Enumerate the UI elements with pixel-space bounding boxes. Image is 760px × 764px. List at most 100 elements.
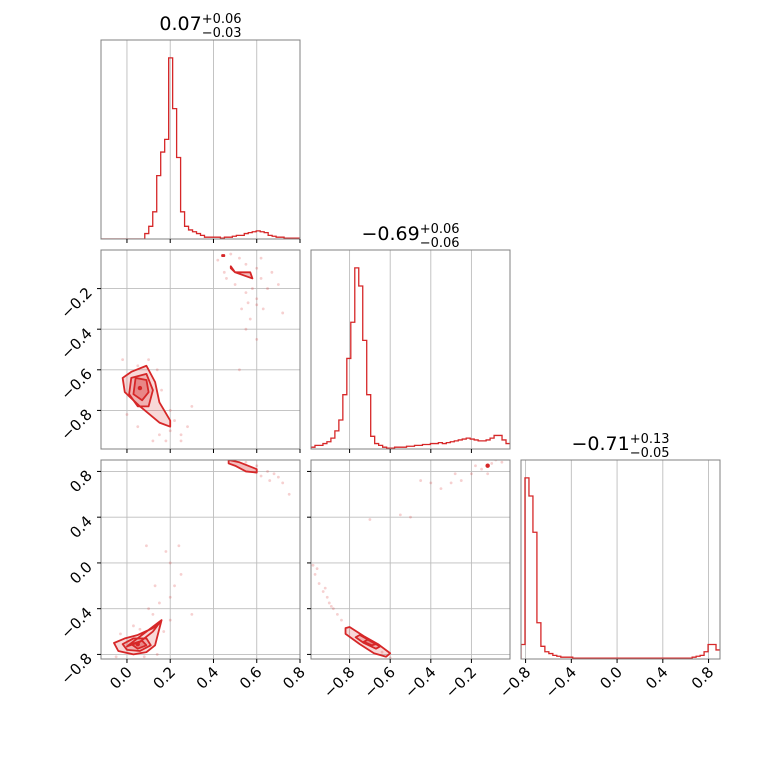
axes-frame-pair-0 — [100, 249, 301, 450]
contour-0-4 — [221, 254, 226, 257]
density-peak-0 — [137, 385, 143, 391]
sample-point-1-10 — [151, 612, 155, 616]
sample-point-1-19 — [281, 481, 285, 485]
sample-point-1-8 — [153, 584, 157, 588]
y-tick-label-1-0: −0.8 — [57, 406, 95, 444]
sample-point-2-24 — [474, 464, 477, 468]
y-tick-label-2-0: −0.8 — [57, 650, 95, 688]
sample-point-2-2 — [317, 582, 321, 585]
sample-point-0-6 — [244, 291, 248, 295]
title-minus-1: −0.06 — [420, 236, 460, 251]
sample-point-0-13 — [233, 283, 237, 286]
title-minus-0: −0.03 — [202, 26, 242, 41]
sample-point-2-17 — [500, 460, 504, 464]
x-tick-label-1-2: −0.4 — [401, 663, 439, 701]
sample-point-1-7 — [177, 544, 181, 548]
panel-data-2 — [311, 460, 504, 659]
sample-point-1-23 — [238, 456, 241, 459]
sample-point-0-3 — [255, 266, 259, 270]
sample-point-0-22 — [270, 270, 274, 274]
sample-point-2-26 — [388, 656, 392, 659]
sample-point-1-21 — [287, 492, 291, 496]
sample-point-0-40 — [160, 388, 163, 392]
sample-point-2-19 — [429, 481, 433, 485]
sample-point-0-7 — [255, 297, 259, 301]
diagonal-title-0: 0.07+0.06 −0.03 — [159, 12, 241, 41]
axes-frame-diag-0 — [100, 39, 301, 240]
contour-1-3 — [227, 460, 258, 474]
histogram-2 — [521, 477, 720, 659]
sample-point-1-20 — [272, 472, 276, 476]
axes-frame-pair-1 — [100, 459, 301, 660]
title-value-1: −0.69 — [361, 223, 419, 245]
sample-point-0-37 — [151, 439, 155, 443]
density-peak-2 — [485, 463, 490, 468]
y-tick-label-1-1: −0.6 — [57, 365, 95, 403]
sample-point-0-21 — [246, 301, 250, 305]
y-tick-label-2-2: 0.0 — [66, 558, 96, 588]
sample-point-1-24 — [259, 474, 263, 478]
sample-point-0-16 — [244, 327, 248, 331]
histogram-1 — [311, 267, 510, 449]
title-plus-0: +0.06 — [202, 12, 242, 27]
sample-point-1-11 — [138, 627, 142, 631]
contour-2-2 — [362, 638, 377, 647]
sample-point-1-16 — [255, 464, 259, 468]
sample-point-2-6 — [331, 607, 335, 611]
sample-point-1-25 — [268, 479, 272, 482]
sample-point-0-2 — [244, 262, 248, 266]
sample-point-1-27 — [142, 655, 146, 659]
sample-point-0-35 — [190, 404, 194, 408]
sample-point-2-4 — [325, 595, 329, 599]
sample-point-0-17 — [238, 368, 241, 372]
sample-point-1-14 — [162, 630, 166, 633]
sample-point-2-18 — [439, 487, 443, 490]
sample-point-0-27 — [164, 439, 168, 443]
sample-point-1-26 — [168, 618, 172, 622]
sample-point-2-14 — [470, 472, 473, 476]
x-tick-label-2-3: 0.4 — [642, 663, 672, 693]
y-tick-label-2-1: −0.4 — [57, 604, 95, 642]
sample-point-2-12 — [449, 481, 453, 485]
sample-point-0-10 — [240, 307, 243, 311]
sample-point-1-3 — [173, 584, 176, 588]
sample-point-2-27 — [380, 650, 384, 654]
sample-point-0-20 — [225, 277, 228, 280]
sample-point-2-7 — [335, 612, 339, 616]
sample-point-0-30 — [186, 425, 189, 429]
sample-point-0-31 — [121, 358, 125, 362]
x-tick-label-0-3: 0.6 — [236, 663, 266, 693]
sample-point-2-16 — [490, 462, 494, 465]
sample-point-0-38 — [136, 364, 140, 368]
sample-point-1-2 — [168, 595, 172, 599]
title-minus-2: −0.05 — [630, 446, 670, 461]
sample-point-2-22 — [398, 513, 402, 517]
sample-point-0-39 — [155, 368, 159, 372]
x-tick-label-2-1: −0.4 — [542, 663, 580, 701]
diagonal-title-1: −0.69+0.06 −0.06 — [361, 222, 459, 251]
contour-2-0 — [344, 626, 392, 658]
sample-point-2-11 — [329, 604, 333, 608]
histogram-0 — [101, 57, 300, 239]
sample-point-2-13 — [459, 479, 463, 482]
sample-point-2-15 — [480, 467, 483, 471]
sample-point-1-18 — [276, 475, 280, 479]
text-layer: 0.07+0.06 −0.03−0.69+0.06 −0.06−0.71+0.13−… — [57, 12, 717, 702]
sample-point-1-6 — [164, 550, 168, 553]
panel-data-1 — [113, 456, 291, 659]
sample-point-2-9 — [323, 586, 327, 590]
sample-point-0-19 — [281, 311, 285, 315]
sample-point-1-5 — [168, 561, 172, 565]
sample-point-0-36 — [179, 439, 183, 443]
sample-point-0-32 — [147, 358, 150, 362]
sample-point-1-29 — [155, 653, 159, 656]
sample-point-0-23 — [216, 258, 220, 262]
sample-point-2-28 — [453, 472, 457, 476]
data-layer — [101, 57, 720, 659]
sample-point-0-0 — [229, 252, 233, 256]
sample-point-0-29 — [158, 433, 161, 437]
sample-point-0-28 — [173, 419, 176, 422]
title-value-2: −0.71 — [571, 433, 629, 455]
